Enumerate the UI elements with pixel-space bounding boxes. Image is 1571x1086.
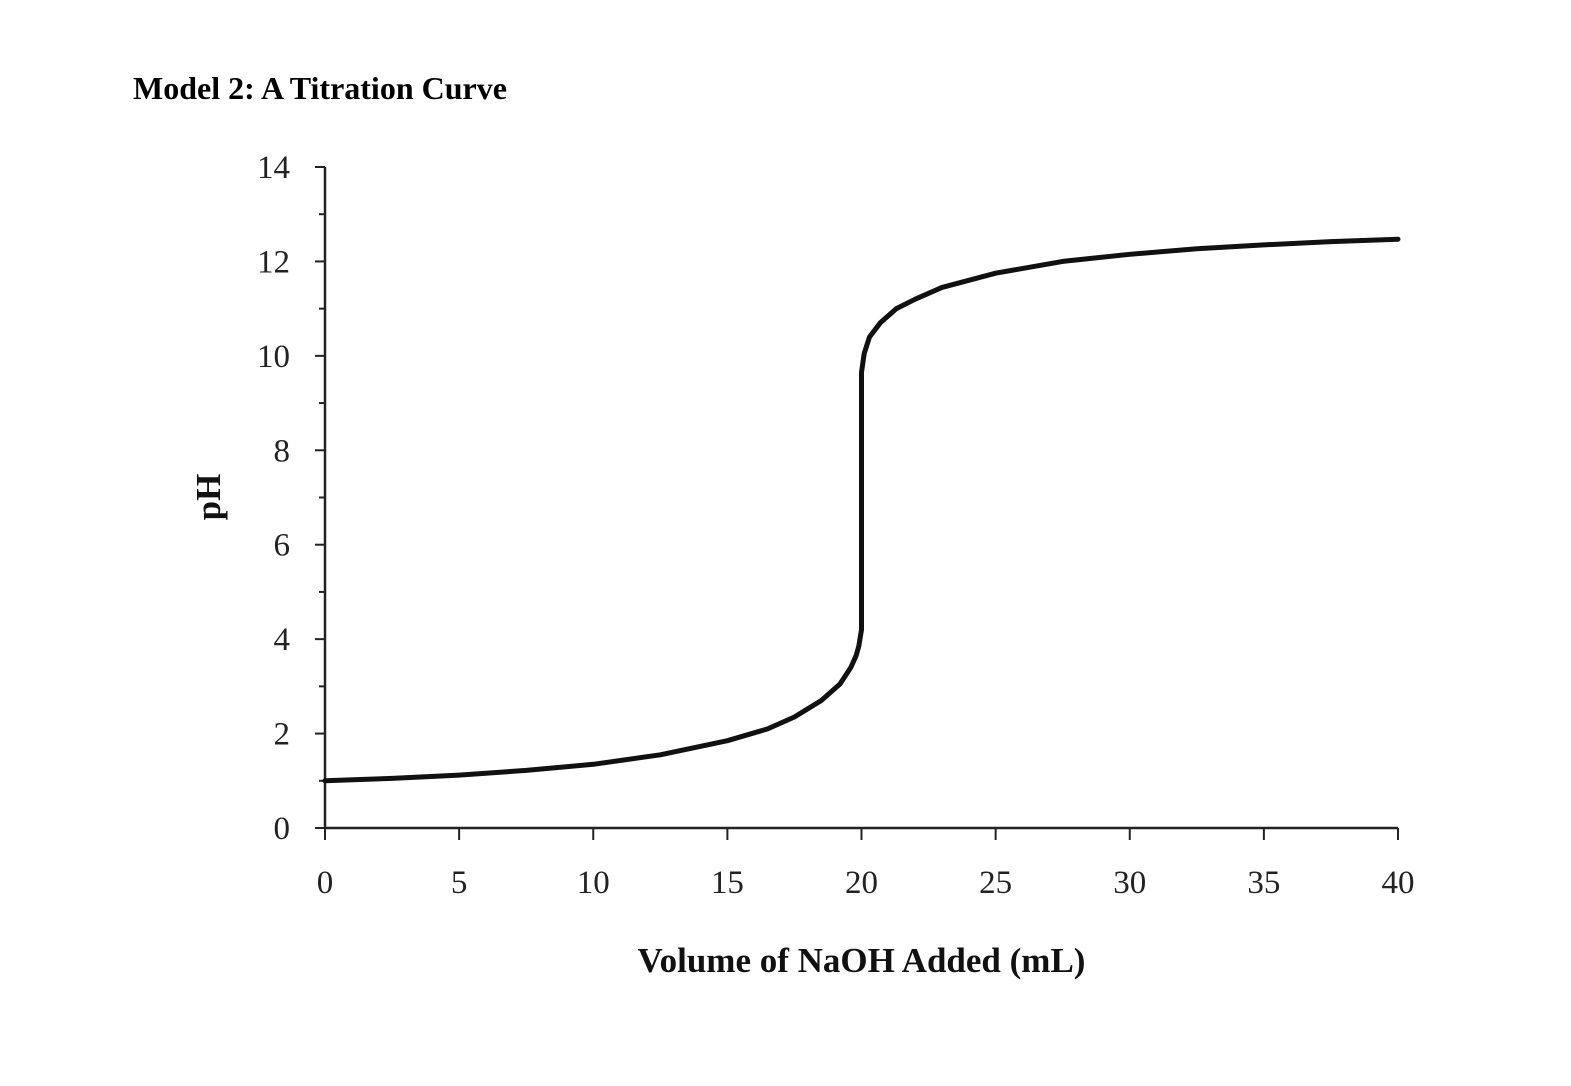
y-tick-label: 0 xyxy=(274,811,291,847)
y-tick-label: 2 xyxy=(274,717,291,753)
y-tick-label: 8 xyxy=(274,433,291,469)
x-axis-title: Volume of NaOH Added (mL) xyxy=(638,941,1086,980)
x-axis-ticks: 0 5 10 15 20 25 30 35 40 xyxy=(317,828,1415,901)
y-axis-title: pH xyxy=(189,474,228,521)
x-tick-label: 25 xyxy=(979,865,1012,901)
y-axis-ticks: 0 2 4 6 8 10 12 14 xyxy=(257,150,325,847)
y-tick-label: 4 xyxy=(274,622,291,658)
x-tick-label: 30 xyxy=(1113,865,1146,901)
x-tick-label: 20 xyxy=(845,865,878,901)
y-tick-label: 14 xyxy=(257,150,290,186)
x-tick-label: 40 xyxy=(1382,865,1415,901)
x-tick-label: 35 xyxy=(1247,865,1280,901)
y-tick-label: 6 xyxy=(274,528,291,564)
titration-curve xyxy=(322,236,1401,784)
y-tick-label: 12 xyxy=(257,244,290,280)
x-tick-label: 0 xyxy=(317,865,334,901)
x-tick-label: 15 xyxy=(711,865,744,901)
x-tick-label: 5 xyxy=(451,865,468,901)
y-tick-label: 10 xyxy=(257,339,290,375)
x-tick-label: 10 xyxy=(577,865,610,901)
page-heading: Model 2: A Titration Curve xyxy=(133,70,507,106)
